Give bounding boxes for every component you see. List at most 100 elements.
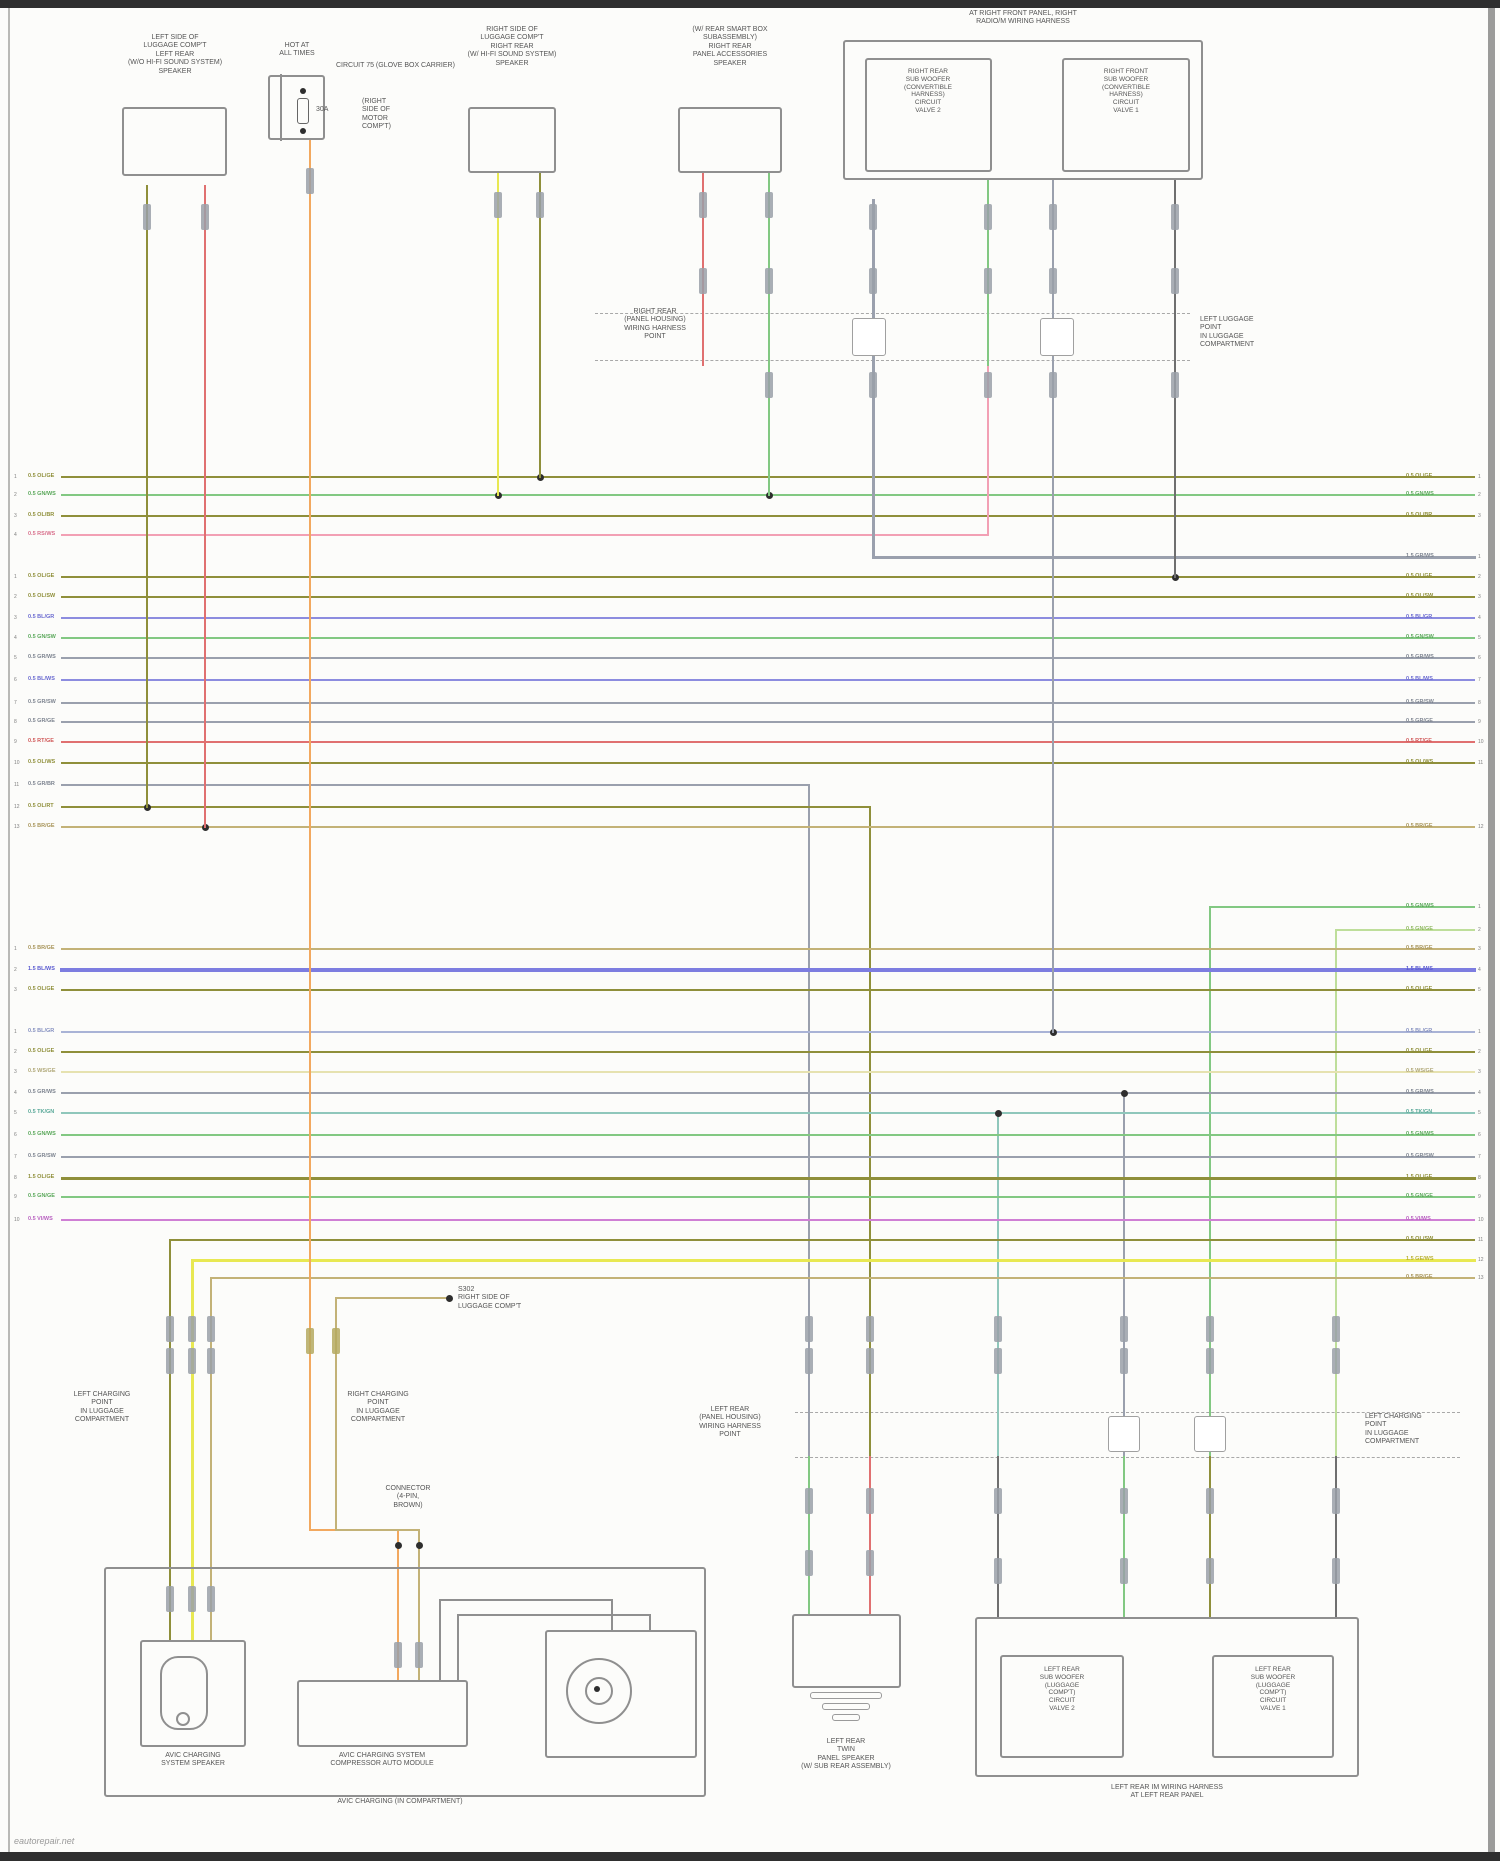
component-box [176,1712,190,1726]
wire-segment [869,1456,871,1615]
page-border-bottom [0,1852,1500,1861]
pin-number: 9 [14,739,17,745]
label-line: (W/ HI-FI SOUND SYSTEM) [467,51,557,59]
pin-number: 6 [14,1132,17,1138]
label-line: SIDE OF [362,106,391,114]
label-line: PANEL ACCESSORIES [692,51,768,59]
pin-number: 2 [14,492,17,498]
wire-code-label: 0.5 OL/GE [1406,986,1433,992]
pin-number: 8 [1478,700,1481,706]
connector-bar [1120,1316,1128,1342]
connector-bar [765,372,773,398]
wire-code-label: 0.5 GN/WS [1406,1131,1434,1137]
wire-code-label: 0.5 GN/WS [1406,491,1434,497]
wire-code-label: 0.5 GN/SW [1406,634,1434,640]
wire-code-label: 0.5 OL/SW [28,593,56,599]
label-line: VALVE 2 [915,106,941,114]
label-line: HOT AT [284,42,310,49]
wire-code-label: 0.5 OL/WS [28,759,56,765]
wire-segment [61,657,1475,659]
label-line: COMP'T) [1259,1689,1287,1697]
label-line: RIGHT REAR [490,42,534,50]
pin-number: 6 [1478,1132,1481,1138]
wire-code-label: 1.5 BL/WS [1406,966,1433,972]
wire-code-label: 0.5 OL/GE [28,986,55,992]
wire-code-label: 0.5 GN/GE [28,1193,55,1199]
wire-segment [190,1258,1476,1262]
wire-segment [418,1529,420,1681]
wire-segment [308,138,312,1532]
wire-segment [808,784,810,1458]
wire-code-label: 0.5 BR/GE [1406,823,1433,829]
label-line: COMP'T) [362,123,391,131]
connector-bar [866,1550,874,1576]
page-border-top [0,0,1500,8]
wire-code-label: 0.5 WS/GE [28,1068,56,1074]
label-line: CIRCUIT [1112,99,1140,107]
label-line: POINT [367,1399,389,1407]
connector-bar [1120,1488,1128,1514]
label-line: RIGHT REAR [908,68,948,75]
connector-bar [415,1642,423,1668]
connector-bar [994,1316,1002,1342]
wire-code-label: 0.5 BL/GR [28,1028,55,1034]
connector-bar [1332,1316,1340,1342]
label-line: 30A [316,106,329,113]
wire-code-label: 0.5 GN/GE [1406,926,1433,932]
label-panel-accessories-speaker: (W/ REAR SMART BOX SUBASSEMBLY) RIGHT REAR… [600,26,860,68]
connector-bar [201,204,209,230]
pin-number: 8 [1478,1175,1481,1181]
connector-bar [994,1348,1002,1374]
connector-bar [166,1316,174,1342]
wire-code-label: 0.5 GR/GE [1406,718,1433,724]
pin-number: 9 [1478,1194,1481,1200]
pin-number: 4 [1478,615,1481,621]
label-line: MOTOR [362,114,388,122]
label-line: TWIN [837,1746,855,1754]
component-box [122,107,227,176]
connector-bar [869,268,877,294]
label-line: CIRCUIT [1048,1697,1076,1705]
junction-dot [415,1541,423,1549]
connector-bar [805,1550,813,1576]
connector-bar [166,1586,174,1612]
wire-code-label: 0.5 GR/SW [1406,699,1434,705]
label-line: COMPRESSOR AUTO MODULE [330,1760,434,1768]
wire-code-label: 0.5 GR/SW [28,699,56,705]
component-box [1062,58,1190,172]
wire-segment [61,617,1475,619]
label-right-charging-point: RIGHT CHARGING POINT IN LUGGAGE COMPARTMENT [248,1391,508,1425]
label-line: RIGHT SIDE OF [458,1294,510,1302]
connector-bar [866,1316,874,1342]
wire-code-label: 0.5 TK/GN [1406,1109,1433,1115]
wire-segment [146,185,148,808]
component-box [1108,1416,1140,1452]
wire-code-label: 1.5 BL/WS [28,966,55,972]
pin-number: 7 [1478,1154,1481,1160]
connector-bar [1332,1558,1340,1584]
wire-code-label: 0.5 OL/GE [28,473,55,479]
pin-number: 4 [14,635,17,641]
label-line: LEFT REAR [155,50,195,58]
label-line: SUBASSEMBLY) [703,34,757,42]
wire-code-label: 0.5 GN/WS [28,1131,56,1137]
wire-segment [61,1031,1475,1033]
label-left-rear-harness-point: LEFT REAR (PANEL HOUSING) WIRING HARNESS PO… [600,1406,860,1440]
label-line: (LUGGAGE [1255,1681,1291,1689]
pin-number: 10 [1478,1217,1484,1223]
wire-code-label: 0.5 OL/GE [28,573,55,579]
wire-segment [210,1277,212,1641]
label-line: LUGGAGE COMP'T [480,34,544,42]
wire-segment [61,762,1475,764]
wire-code-label: 0.5 GN/WS [28,491,56,497]
pin-number: 11 [14,782,20,788]
label-line: RIGHT REAR [708,42,752,50]
label-line: POINT [1365,1421,1387,1429]
pin-number: 2 [1478,1049,1481,1055]
label-line: COMPARTMENT [1200,341,1255,349]
pin-number: 12 [1478,1257,1484,1263]
wire-segment [497,172,499,496]
label-line: POINT [644,333,666,341]
connector-bar [869,372,877,398]
